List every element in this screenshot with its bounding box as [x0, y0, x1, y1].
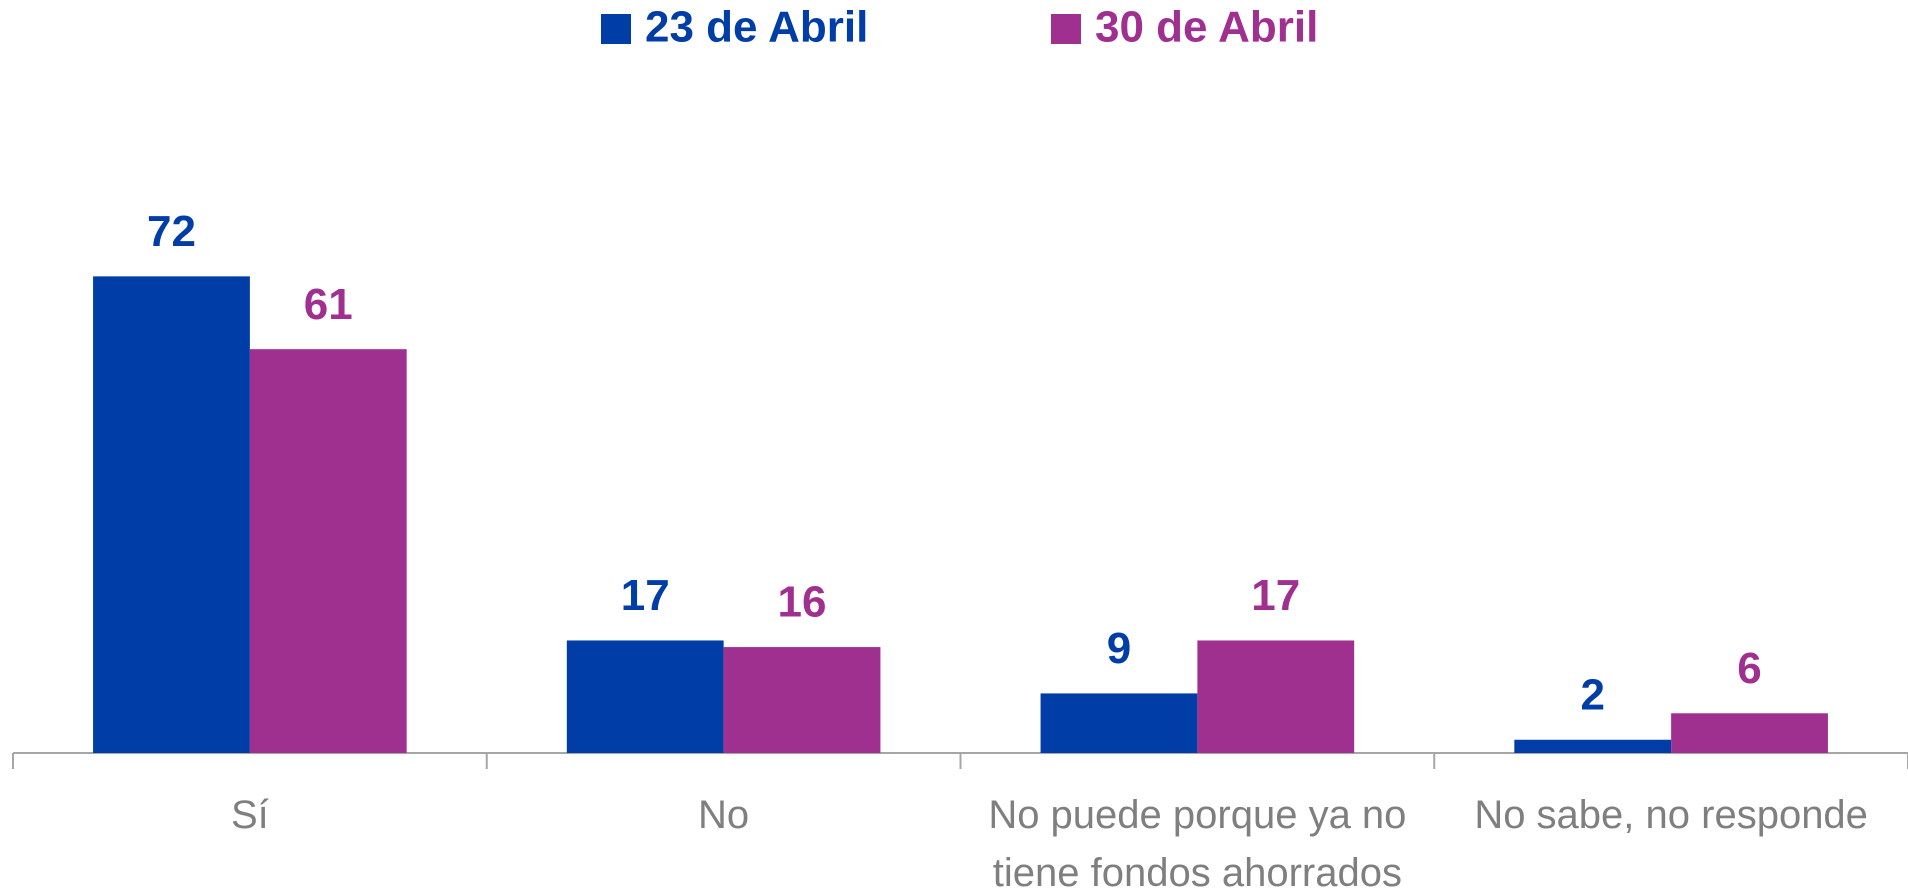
bar: [1197, 640, 1355, 753]
value-label: 2: [1580, 670, 1604, 719]
x-tick-label: No puede porque ya no tiene fondos ahorr…: [988, 793, 1407, 895]
legend-swatch: [1051, 14, 1081, 44]
bar: [1040, 693, 1198, 753]
value-label: 17: [1251, 571, 1300, 620]
value-label: 9: [1107, 624, 1131, 673]
bar: [93, 276, 250, 753]
legend-label: 30 de Abril: [1095, 3, 1318, 52]
value-label: 6: [1737, 644, 1761, 693]
value-label: 17: [621, 571, 670, 620]
x-tick-label: No: [698, 793, 750, 837]
legend-label: 23 de Abril: [645, 3, 868, 52]
x-tick-label: Sí: [230, 793, 269, 837]
value-label: 72: [147, 207, 196, 256]
bar: [1514, 739, 1672, 753]
value-label: 16: [778, 578, 827, 627]
bar: [249, 349, 407, 753]
bar: [1671, 713, 1828, 753]
x-tick-label: No sabe, no responde: [1474, 793, 1868, 837]
value-label: 61: [304, 280, 353, 329]
legend-swatch: [601, 14, 631, 44]
bar: [723, 647, 881, 753]
bar: [566, 640, 724, 753]
